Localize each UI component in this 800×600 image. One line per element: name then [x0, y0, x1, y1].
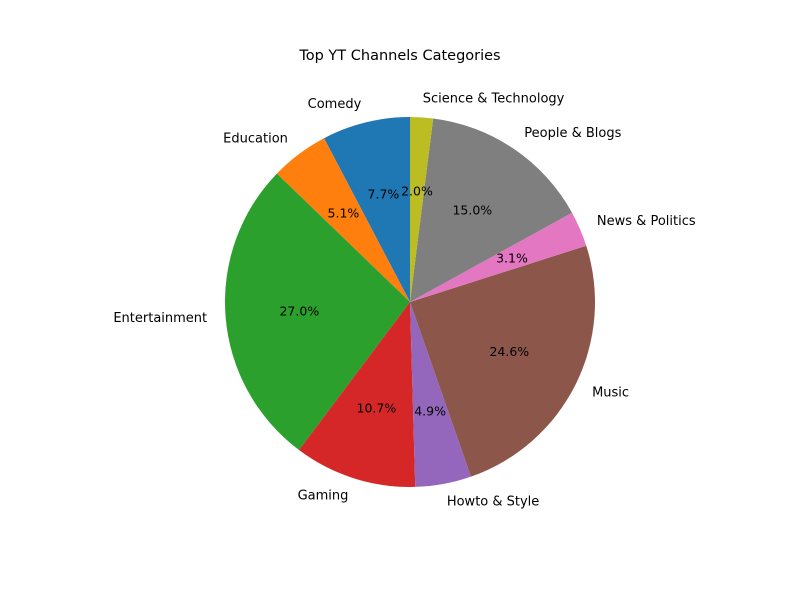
pct-label-news-and-politics: 3.1% [496, 251, 528, 266]
pct-label-comedy: 7.7% [368, 187, 400, 202]
slice-label-news-and-politics: News & Politics [597, 214, 696, 229]
pct-label-people-and-blogs: 15.0% [452, 203, 492, 218]
pie-slice-education [276, 138, 410, 302]
pct-label-education: 5.1% [328, 206, 360, 221]
pie-slice-gaming [299, 302, 416, 487]
slice-label-education: Education [223, 132, 288, 147]
pie-slice-music [410, 245, 595, 477]
pie-slice-comedy [324, 117, 410, 302]
pie-slice-news-and-politics [410, 212, 587, 302]
pct-label-howto-and-style: 4.9% [414, 404, 446, 419]
slice-label-gaming: Gaming [298, 488, 349, 503]
slice-label-people-and-blogs: People & Blogs [524, 126, 621, 141]
chart-title: Top YT Channels Categories [299, 48, 501, 64]
slice-label-science-and-technology: Science & Technology [423, 91, 565, 106]
slice-label-music: Music [592, 385, 629, 400]
pie-slice-people-and-blogs [410, 118, 573, 302]
pct-label-science-and-technology: 2.0% [401, 184, 433, 199]
pct-label-gaming: 10.7% [357, 400, 397, 415]
pie-slice-science-and-technology [410, 117, 434, 302]
pct-label-entertainment: 27.0% [279, 303, 319, 318]
slice-label-comedy: Comedy [308, 97, 362, 112]
pct-label-music: 24.6% [489, 344, 529, 359]
slice-label-entertainment: Entertainment [113, 311, 207, 326]
pie-slice-howto-and-style [410, 302, 471, 487]
slice-label-howto-and-style: Howto & Style [447, 495, 539, 510]
pie-slice-entertainment [224, 173, 410, 451]
